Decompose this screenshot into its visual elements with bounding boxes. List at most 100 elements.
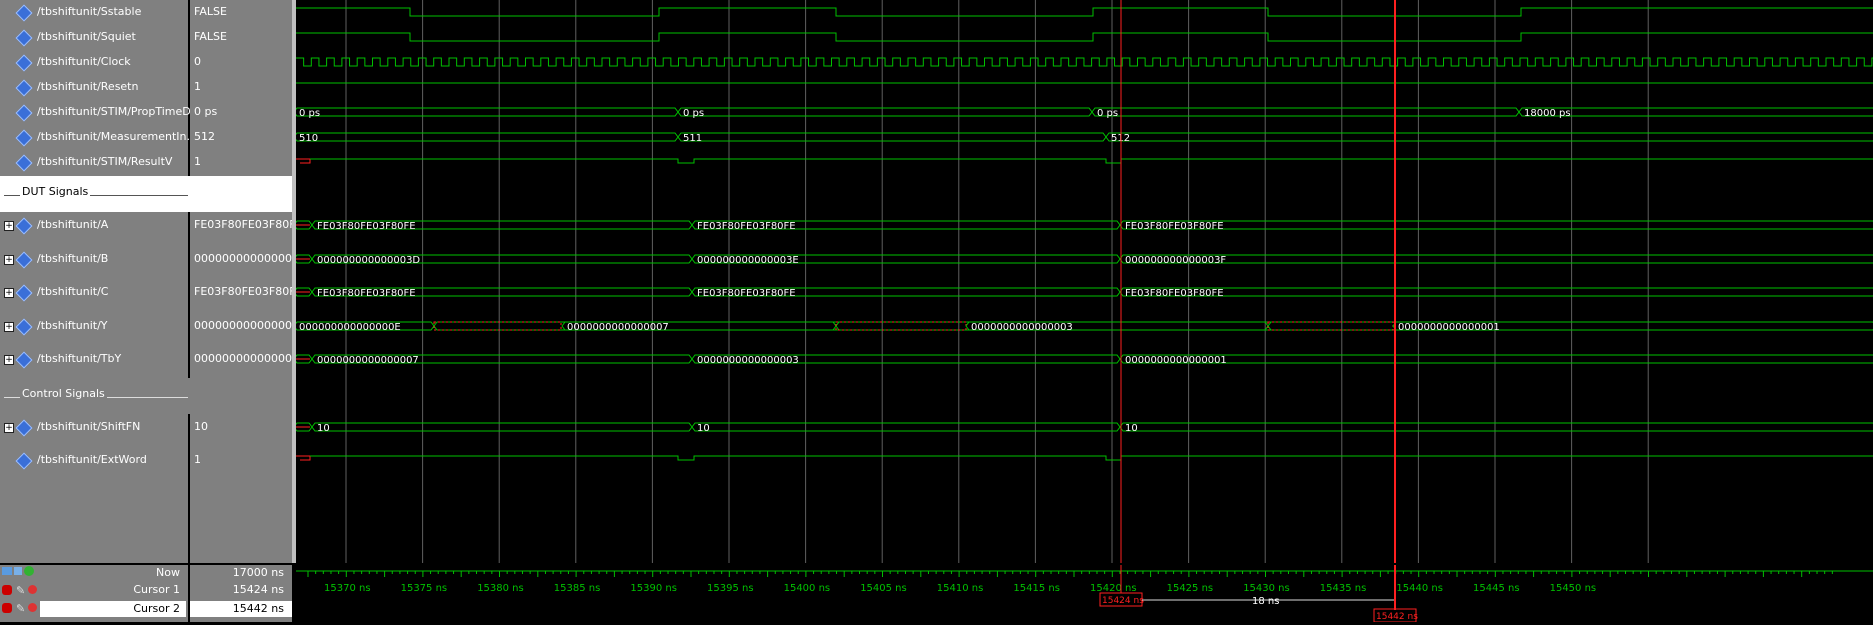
signal-name: /tbshiftunit/Resetn	[37, 80, 139, 93]
signal-name-pane: /tbshiftunit/Sstable /tbshiftunit/Squiet…	[0, 0, 201, 563]
signal-value: 0	[194, 55, 201, 68]
signal-name: /tbshiftunit/ExtWord	[37, 453, 147, 466]
expand-icon[interactable]: +	[4, 221, 14, 231]
signal-diamond-icon	[15, 129, 33, 147]
signal-diamond-icon	[15, 452, 33, 470]
ruler-label: 15415 ns	[1013, 583, 1060, 594]
signal-name: /tbshiftunit/Squiet	[37, 30, 136, 43]
extword-wave	[310, 455, 1873, 461]
shiftfn-bus-segment	[691, 422, 1121, 432]
toolbar-icon[interactable]	[2, 567, 12, 575]
tby-bus-segment	[1119, 354, 1873, 364]
wrench-icon[interactable]: ✎	[16, 602, 26, 615]
c-bus-label: FE03F80FE03F80FE	[1125, 288, 1224, 299]
cursor-name-pane: Now ✎ Cursor 1 ✎ Cursor 2	[0, 565, 188, 622]
timeline-ruler[interactable]: 15370 ns 15375 ns 15380 ns 15385 ns 15390 ns…	[296, 565, 1873, 623]
prop-bus-segment	[293, 107, 679, 117]
signal-value: FALSE	[194, 30, 227, 43]
tby-bus-label: 0000000000000007	[317, 355, 419, 366]
sstable-wave	[296, 7, 1873, 17]
expand-icon[interactable]: +	[4, 423, 14, 433]
signal-diamond-icon	[15, 79, 33, 97]
signal-value: 512	[194, 130, 215, 143]
resultv-wave	[310, 158, 1873, 164]
ruler-label: 15405 ns	[860, 583, 907, 594]
ruler-label: 15420 ns	[1090, 583, 1137, 594]
a-bus-label: FE03F80FE03F80FE	[1125, 221, 1224, 232]
shiftfn-bus-label: 10	[317, 423, 330, 434]
expand-icon[interactable]: +	[4, 355, 14, 365]
signal-value-pane: FALSE FALSE 0 1 0 ps 512 1 FE03F80FE03F8…	[190, 0, 306, 563]
ruler-label: 15410 ns	[937, 583, 984, 594]
group-divider-control[interactable]: Control Signals	[0, 378, 292, 414]
a-bus-label: FE03F80FE03F80FE	[697, 221, 796, 232]
pane-splitter[interactable]	[292, 0, 296, 563]
signal-name: /tbshiftunit/Clock	[37, 55, 131, 68]
expand-icon[interactable]: +	[4, 288, 14, 298]
expand-icon[interactable]: +	[4, 255, 14, 265]
ruler-label: 15430 ns	[1243, 583, 1290, 594]
a-bus-segment	[1119, 220, 1873, 230]
remove-cursor-icon[interactable]	[28, 585, 37, 594]
prop-bus-segment	[677, 107, 1093, 117]
lock-icon[interactable]	[2, 603, 12, 613]
c-bus-label: FE03F80FE03F80FE	[317, 288, 416, 299]
tby-bus-label: 0000000000000001	[1125, 355, 1227, 366]
group-divider-dut[interactable]: DUT Signals	[0, 176, 292, 212]
extword-red	[292, 455, 311, 461]
tby-bus-label: 0000000000000003	[697, 355, 799, 366]
remove-cursor-icon[interactable]	[28, 603, 37, 612]
a-bus-label: FE03F80FE03F80FE	[317, 221, 416, 232]
ruler-label: 15440 ns	[1396, 583, 1443, 594]
signal-value: 1	[194, 453, 201, 466]
b-bus-label: 000000000000003D	[317, 255, 420, 266]
cursor2-value-bg	[190, 601, 292, 617]
signal-diamond-icon	[15, 4, 33, 22]
expand-icon[interactable]: +	[4, 322, 14, 332]
signal-name: /tbshiftunit/TbY	[37, 352, 122, 365]
signal-value: 1	[194, 80, 201, 93]
meas-bus-label: 510	[299, 133, 318, 144]
cursor2-highlight	[40, 601, 186, 617]
signal-diamond-icon	[15, 318, 33, 336]
now-label: Now	[156, 566, 180, 579]
signal-name: /tbshiftunit/Y	[37, 319, 108, 332]
add-cursor-icon[interactable]	[24, 566, 34, 576]
signal-name: /tbshiftunit/STIM/PropTimeD...	[37, 105, 202, 118]
y-glitch	[1267, 321, 1394, 331]
prop-bus-label: 0 ps	[683, 108, 704, 119]
cursor-value-pane: 17000 ns 15424 ns 15442 ns	[190, 565, 292, 622]
y-bus-label: 0000000000000003	[971, 322, 1073, 333]
y-bus-label: 0000000000000001	[1398, 322, 1500, 333]
ruler-label: 15425 ns	[1167, 583, 1214, 594]
y-bus-segment	[433, 321, 1873, 331]
toolbar-icon[interactable]	[14, 567, 22, 575]
signal-diamond-icon	[15, 351, 33, 369]
ruler-label: 15450 ns	[1550, 583, 1597, 594]
signal-value: 10	[194, 420, 208, 433]
wrench-icon[interactable]: ✎	[16, 584, 26, 597]
ruler-label: 15385 ns	[554, 583, 601, 594]
signal-value: 000000000000003F	[194, 252, 306, 265]
ruler-label: 15390 ns	[630, 583, 677, 594]
prop-bus-label: 0 ps	[1097, 108, 1118, 119]
shiftfn-bus-segment	[311, 422, 693, 432]
c-bus-segment	[1119, 287, 1873, 297]
meas-bus-segment	[293, 132, 679, 142]
clock-wave	[296, 57, 1873, 67]
lock-icon[interactable]	[2, 585, 12, 595]
signal-diamond-icon	[15, 29, 33, 47]
squiet-wave	[296, 32, 1873, 42]
signal-value: 1	[194, 155, 201, 168]
cursor1-name: Cursor 1	[133, 583, 180, 596]
c-bus-label: FE03F80FE03F80FE	[697, 288, 796, 299]
cursor1-value: 15424 ns	[232, 583, 284, 596]
y-bus-segment	[1267, 321, 1873, 331]
b-bus-segment	[1119, 254, 1873, 264]
b-bus-label: 000000000000003F	[1125, 255, 1226, 266]
signal-value: 0000000000000001	[194, 352, 306, 365]
cursor1-flag-label: 15424 ns	[1102, 596, 1144, 606]
timeline-pane[interactable]: 15370 ns 15375 ns 15380 ns 15385 ns 15390 ns…	[296, 565, 1873, 623]
